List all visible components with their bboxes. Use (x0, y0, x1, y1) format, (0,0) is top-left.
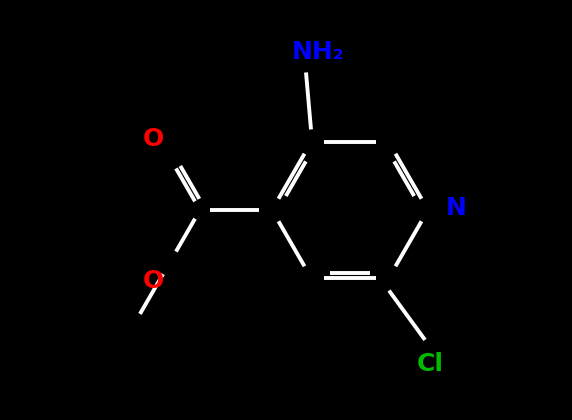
Text: Cl: Cl (416, 352, 443, 376)
Text: NH₂: NH₂ (292, 40, 344, 64)
Text: N: N (446, 196, 467, 220)
Text: O: O (142, 127, 164, 151)
Text: O: O (142, 269, 164, 293)
